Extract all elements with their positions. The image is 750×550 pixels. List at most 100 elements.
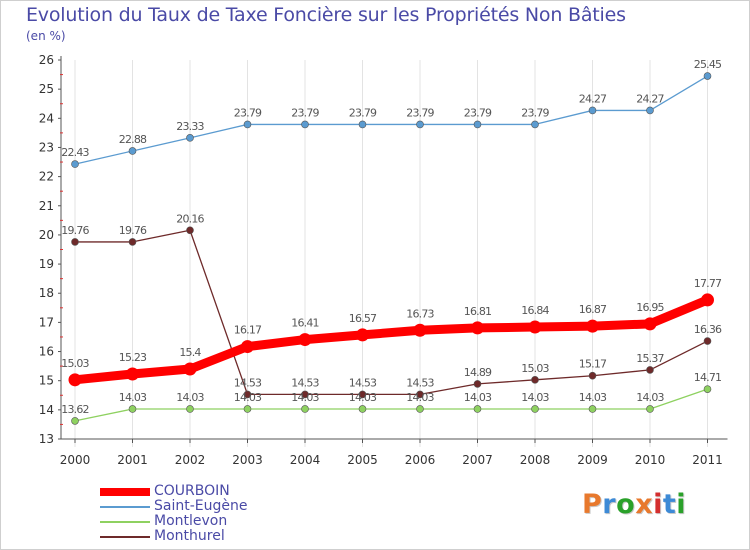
data-label: 14.03 — [176, 391, 204, 404]
legend-item: Montlevon — [100, 513, 340, 530]
data-point — [301, 405, 309, 413]
logo-letter: x — [635, 489, 654, 520]
data-point — [71, 417, 79, 425]
data-label: 19.76 — [119, 224, 147, 237]
series-line-Saint-Eugène — [74, 75, 709, 165]
data-label: 15.4 — [179, 346, 201, 359]
legend-item: COURBOIN — [100, 483, 340, 500]
data-point — [588, 371, 597, 380]
data-point — [531, 405, 539, 413]
data-point — [71, 238, 79, 246]
data-point — [416, 405, 424, 413]
data-label: 22.88 — [119, 133, 147, 146]
data-point — [703, 72, 712, 80]
data-point — [183, 362, 197, 376]
series-line-Monthurel — [74, 229, 709, 396]
data-point — [358, 390, 367, 399]
y-tick-label: 17 — [39, 315, 54, 329]
data-point — [358, 120, 367, 129]
data-label: 19.76 — [61, 224, 89, 237]
x-tick-label: 2003 — [232, 453, 263, 467]
chart-title: Evolution du Taux de Taxe Foncière sur l… — [26, 4, 626, 26]
data-point — [531, 120, 539, 129]
x-tick-label: 2011 — [692, 453, 723, 467]
x-tick-label: 2006 — [405, 453, 436, 467]
legend-swatch — [100, 488, 150, 496]
data-label: 14.03 — [234, 391, 262, 404]
axes: 13 14 15 16 17 18 19 20 21 22 23 24 25 26 2000 2001 2002… — [39, 53, 728, 467]
data-label: 23.79 — [521, 106, 549, 119]
legend-item: Saint-Eugène — [100, 498, 340, 515]
data-point — [646, 405, 654, 413]
data-label: 23.33 — [176, 120, 204, 133]
data-label: 14.89 — [464, 366, 492, 379]
data-point — [243, 405, 252, 413]
data-label: 16.41 — [291, 317, 319, 330]
data-point — [473, 405, 482, 413]
data-point — [643, 317, 657, 331]
data-label: 14.03 — [464, 391, 492, 404]
data-point — [413, 323, 427, 337]
legend-label: Montlevon — [154, 513, 228, 529]
data-labels: 22.43 22.88 23.33 23.79 23.79 23.79 23.79 23.79… — [61, 58, 723, 416]
legend-label: COURBOIN — [154, 483, 230, 499]
data-point — [358, 405, 367, 413]
data-point — [586, 319, 599, 333]
data-label: 14.03 — [349, 391, 377, 404]
y-tick-label: 18 — [39, 286, 54, 300]
data-point — [68, 373, 82, 387]
series-line-COURBOIN — [70, 295, 712, 385]
data-point — [298, 333, 312, 347]
data-point — [71, 160, 79, 168]
data-point — [588, 405, 597, 413]
data-label: 14.53 — [406, 376, 434, 389]
legend-label: Saint-Eugène — [154, 498, 248, 514]
legend-swatch — [100, 521, 150, 523]
data-label: 14.53 — [291, 376, 319, 389]
data-label: 22.43 — [61, 146, 89, 159]
y-tick-label: 13 — [39, 432, 54, 446]
data-point — [701, 293, 714, 307]
legend-item: Monthurel — [100, 528, 340, 545]
data-label: 14.03 — [579, 391, 607, 404]
data-label: 14.03 — [119, 391, 147, 404]
x-tick-label: 2005 — [347, 453, 378, 467]
data-label: 15.03 — [521, 362, 549, 375]
data-label: 14.53 — [349, 376, 377, 389]
series-line-Montlevon — [74, 388, 709, 422]
data-label: 23.79 — [406, 106, 434, 119]
data-point — [703, 385, 712, 393]
data-point — [416, 120, 424, 129]
data-label: 16.84 — [521, 304, 549, 317]
logo-letter: P — [582, 489, 603, 520]
y-tick-label: 15 — [39, 374, 54, 388]
logo-letter: r — [602, 489, 617, 520]
data-point — [646, 106, 654, 115]
y-tick-label: 19 — [39, 257, 54, 271]
data-point — [241, 340, 254, 354]
data-point — [243, 390, 252, 399]
data-label: 23.79 — [464, 106, 492, 119]
y-tick-label: 26 — [39, 53, 54, 67]
data-point — [528, 320, 542, 334]
data-label: 14.71 — [694, 371, 722, 384]
data-label: 14.03 — [291, 391, 319, 404]
data-label: 16.36 — [694, 323, 722, 336]
data-point — [416, 390, 424, 399]
data-label: 23.79 — [349, 106, 377, 119]
unit-label: (en %) — [26, 29, 66, 43]
y-tick-label: 20 — [39, 228, 54, 242]
data-point — [473, 380, 482, 388]
y-tick-label: 21 — [39, 199, 54, 213]
data-label: 15.03 — [61, 357, 89, 370]
data-point — [588, 106, 597, 115]
y-tick-label: 25 — [39, 82, 54, 96]
data-label: 15.23 — [119, 351, 147, 364]
data-label: 14.53 — [234, 376, 262, 389]
legend-swatch — [100, 506, 150, 508]
data-label: 16.87 — [579, 303, 607, 316]
data-label: 23.79 — [234, 106, 262, 119]
data-label: 16.57 — [349, 312, 377, 325]
